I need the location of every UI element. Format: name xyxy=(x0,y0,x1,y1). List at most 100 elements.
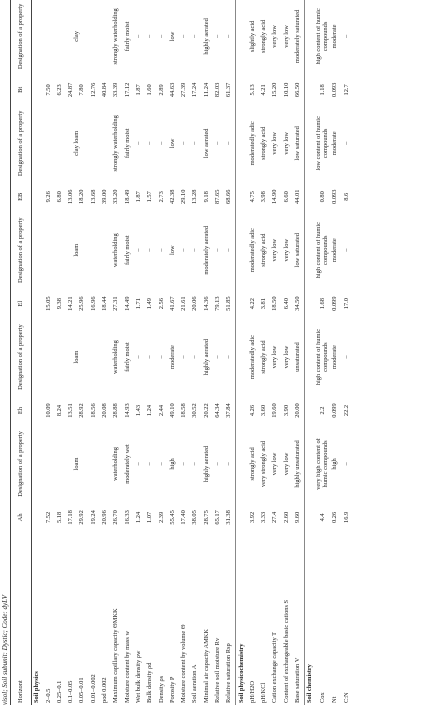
designation-cell: – xyxy=(157,141,165,145)
section-row: Soil physics xyxy=(31,0,44,705)
designation-cell: – xyxy=(180,141,188,145)
value-cell: 24.87 xyxy=(67,82,75,98)
value-cell: 10.09 xyxy=(44,403,52,418)
value-cell: 82.03 xyxy=(214,82,221,98)
designation-cell: moderate xyxy=(331,345,339,369)
designation-cell: waterholding xyxy=(112,340,120,374)
value-cell: 1.87 xyxy=(134,84,142,96)
value-cell: 14.21 xyxy=(67,296,75,311)
row-label: Moisture content by mass w xyxy=(123,630,131,703)
designation-cell: highly aerated xyxy=(202,338,210,376)
designation-cell: – xyxy=(191,462,199,466)
value-cell: 8.6 xyxy=(342,192,350,201)
value-cell: 19.60 xyxy=(271,403,279,418)
value-cell: 12.7 xyxy=(342,84,350,96)
designation-cell: – xyxy=(225,462,233,466)
section-row: Soil physicochemistry xyxy=(235,0,248,705)
header-cell: El xyxy=(10,286,32,321)
section-title: Soil physics xyxy=(31,0,44,705)
value-cell: 28.75 xyxy=(202,510,210,525)
row-label: Porosity P xyxy=(168,676,176,703)
value-cell: 87.65 xyxy=(214,189,221,204)
designation-cell: – xyxy=(134,355,142,359)
header-cell: Designation of a property xyxy=(10,320,32,394)
designation-cell: low xyxy=(168,31,176,42)
designation-cell: – xyxy=(157,248,165,252)
row-label: 0.1–0.05 xyxy=(67,680,75,703)
row-label: Wet bulk density ρw xyxy=(134,650,142,703)
row-label: Nt xyxy=(331,696,339,703)
designation-cell: – xyxy=(134,248,142,252)
data-row: Moisture content by volume Θ 17.40 – 18.58 –… xyxy=(179,0,190,705)
designation-cell: moderate xyxy=(331,131,339,156)
row-label: Maximum capillary capacity ΘMKK xyxy=(112,608,120,703)
designation-cell: strongly acid xyxy=(260,340,268,374)
header-cell: Ah xyxy=(10,500,32,535)
designation-cell: – xyxy=(180,355,188,359)
designation-cell: moderate xyxy=(331,24,339,49)
designation-cell: loam xyxy=(72,243,80,257)
designation-cell: low aerated xyxy=(202,128,210,159)
designation-cell: – xyxy=(157,34,165,39)
row-label: Minimal air capacity AMKK xyxy=(202,628,210,703)
value-cell: 1.07 xyxy=(146,511,154,523)
value-cell: 27.4 xyxy=(271,511,279,523)
designation-cell: loam xyxy=(72,350,80,364)
value-cell: 1.24 xyxy=(146,404,154,417)
value-cell: 16.33 xyxy=(123,510,131,525)
designation-cell: moderatedly adic xyxy=(248,228,256,273)
value-cell: 9.26 xyxy=(44,191,52,203)
row-label: 2–0.5 xyxy=(44,688,52,703)
data-row: Bulk density ρd 1.07 – 1.24 – 1.49 – 1.57 – 1.60 – xyxy=(145,0,156,705)
designation-cell: low xyxy=(168,138,176,149)
value-cell: 3.92 xyxy=(248,511,256,523)
data-row: Wet bulk density ρw 1.24 – 1.43 – 1.71 – 1.87 – 1… xyxy=(134,0,145,705)
designation-cell: very low xyxy=(271,345,279,369)
caption: visol; Soil subunit: Dystic; Code: dyLV xyxy=(1,595,9,705)
data-row: 2–0.5 7.52 loam 10.09 loam 15.05 loam 9.26 clay … xyxy=(43,0,80,705)
header-cell: Eh xyxy=(10,393,32,428)
data-row: Moisture content by mass w 16.33 moderatel… xyxy=(122,0,133,705)
designation-cell: – xyxy=(134,462,142,466)
value-cell: 0.099 xyxy=(331,403,339,418)
row-label: Soil aeration A xyxy=(191,664,199,703)
value-cell: 18.56 xyxy=(89,403,97,418)
header-cell: Designation of a property xyxy=(10,0,32,73)
header-cell: Horizont xyxy=(10,534,32,705)
data-row: Maximum capillary capacity ΘMKK 26.70 wate… xyxy=(111,0,122,705)
value-cell: 17.40 xyxy=(180,510,188,525)
designation-cell: – xyxy=(146,34,154,39)
value-cell: 18.49 xyxy=(123,189,131,204)
header-cell: Designation of a property xyxy=(10,106,32,180)
designation-cell: strongly acid xyxy=(260,126,268,160)
designation-cell: very low xyxy=(282,132,290,155)
row-label: 0.25–0.1 xyxy=(55,680,63,703)
data-row: Cation exchange capacity T 27.4 very low 19… xyxy=(270,0,281,705)
designation-cell: high xyxy=(168,458,176,470)
value-cell: 14.36 xyxy=(202,296,210,311)
value-cell: 8.24 xyxy=(55,404,63,417)
designation-cell: moderatedly adic xyxy=(248,334,256,380)
value-cell: 29.10 xyxy=(180,189,188,204)
value-cell: 1.60 xyxy=(146,84,154,96)
designation-cell: slightly acid xyxy=(248,20,256,53)
value-cell: 0.80 xyxy=(318,191,326,203)
designation-cell: clay loam xyxy=(72,130,80,156)
designation-cell: – xyxy=(225,248,233,252)
designation-cell: low xyxy=(168,245,176,255)
value-cell: 13.28 xyxy=(191,189,199,204)
value-cell: 3.90 xyxy=(282,404,290,417)
value-cell: 1.18 xyxy=(318,84,326,96)
header-cell: Designation of a property xyxy=(10,427,32,501)
designation-cell: – xyxy=(342,141,350,145)
value-cell: 2.56 xyxy=(157,298,165,310)
value-cell: 44.01 xyxy=(294,189,302,204)
data-row: C:N 16.9 – 22.2 – 17.0 – 8.6 – 12.7 – xyxy=(341,0,352,705)
designation-cell: fairly moist xyxy=(123,235,131,266)
data-row: pH/H2O 3.92 strongly acid 4.26 moderatedly a… xyxy=(248,0,259,705)
designation-cell: highly aerated xyxy=(202,445,210,483)
data-row: Porosity P 55.45 high 49.10 moderate 41.67 low… xyxy=(168,0,179,705)
value-cell: 30.52 xyxy=(191,403,199,418)
